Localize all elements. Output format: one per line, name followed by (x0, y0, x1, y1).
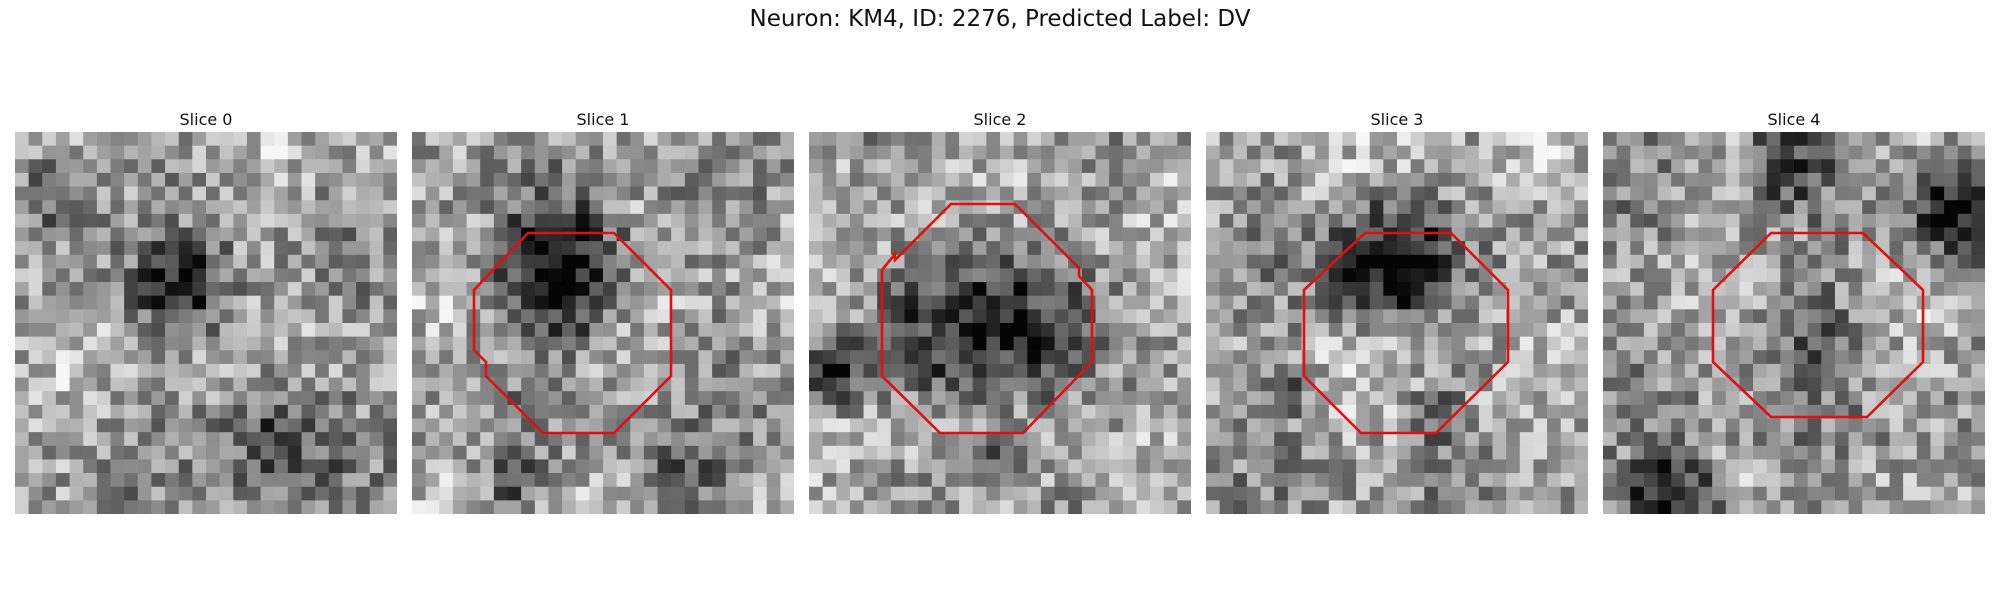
slice-title-4: Slice 4 (1767, 110, 1821, 129)
slice-panel-3: Slice 3 (1206, 108, 1588, 514)
slice-image-2 (809, 132, 1191, 514)
roi-contour-4 (1711, 231, 1925, 419)
slice-panel-0: Slice 0 (15, 108, 397, 514)
slice-title-0: Slice 0 (179, 110, 233, 129)
roi-contour-2 (880, 202, 1094, 435)
roi-contour-1 (472, 231, 673, 435)
slice-panel-2: Slice 2 (809, 108, 1191, 514)
slice-image-3 (1206, 132, 1588, 514)
slice-panel-4: Slice 4 (1603, 108, 1985, 514)
slice-title-2: Slice 2 (973, 110, 1027, 129)
slice-panel-1: Slice 1 (412, 108, 794, 514)
roi-contour-3 (1302, 231, 1510, 435)
slice-image-0 (15, 132, 397, 514)
slice-title-3: Slice 3 (1370, 110, 1424, 129)
slice-image-1 (412, 132, 794, 514)
slice-image-4 (1603, 132, 1985, 514)
slice-title-1: Slice 1 (576, 110, 630, 129)
figure-title: Neuron: KM4, ID: 2276, Predicted Label: … (749, 6, 1251, 32)
